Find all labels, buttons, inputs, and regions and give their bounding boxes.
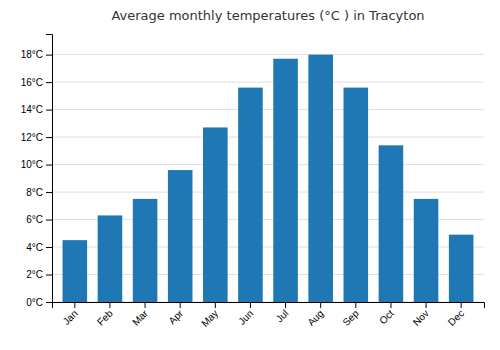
- axis-line: [53, 303, 485, 309]
- tick-label: 4°C: [26, 242, 43, 253]
- bar: [308, 55, 333, 302]
- tick-mark: [46, 55, 52, 56]
- bar: [133, 199, 158, 302]
- tick: Oct: [377, 302, 396, 326]
- tick-mark: [46, 82, 52, 83]
- tick: 4°C: [26, 242, 52, 253]
- tick: Aug: [305, 302, 325, 328]
- tick-mark: [355, 302, 356, 308]
- tick: Jul: [274, 302, 291, 324]
- tick-label: Oct: [377, 308, 396, 327]
- tick: 16°C: [21, 77, 52, 88]
- tick-mark: [461, 302, 462, 308]
- tick-label: Apr: [166, 307, 185, 326]
- bar: [344, 88, 369, 302]
- tick-mark: [46, 192, 52, 193]
- tick: Dec: [446, 302, 466, 328]
- tick-label: 14°C: [21, 104, 43, 115]
- tick-label: Mar: [130, 307, 150, 327]
- tick-mark: [46, 247, 52, 248]
- grid: [52, 55, 484, 302]
- chart: 0°C 2°C 4°C 6°C 8°C 10°C 12°C 14°C 16°C 18°C Jan Fe…: [0, 0, 500, 350]
- tick-label: Jan: [61, 308, 80, 327]
- tick-label: 0°C: [26, 297, 43, 308]
- tick-label: Sep: [340, 307, 361, 328]
- tick-label: Aug: [305, 308, 325, 328]
- tick-label: 2°C: [26, 269, 43, 280]
- bar: [273, 59, 298, 302]
- tick-mark: [145, 302, 146, 308]
- bar: [414, 199, 439, 302]
- tick-mark: [250, 302, 251, 308]
- tick-label: 18°C: [21, 49, 43, 60]
- tick-mark: [46, 275, 52, 276]
- tick: 0°C: [26, 297, 52, 308]
- tick: Jun: [236, 302, 255, 327]
- grid-line: [52, 82, 484, 83]
- grid-line: [52, 137, 484, 138]
- grid-line: [52, 192, 484, 193]
- tick-label: 12°C: [21, 132, 43, 143]
- tick-mark: [46, 137, 52, 138]
- tick-label: 6°C: [26, 214, 43, 225]
- tick: Feb: [95, 302, 115, 328]
- bar: [168, 170, 193, 302]
- tick-mark: [320, 302, 321, 308]
- grid-line: [52, 54, 484, 55]
- tick-mark: [215, 302, 216, 308]
- tick-label: 8°C: [26, 187, 43, 198]
- bars: [63, 55, 474, 302]
- tick-label: May: [199, 308, 220, 329]
- tick-mark: [46, 165, 52, 166]
- tick-label: Jul: [274, 308, 291, 325]
- tick: Sep: [340, 302, 361, 328]
- tick: May: [199, 302, 220, 329]
- tick-label: Dec: [446, 308, 466, 328]
- tick: Nov: [411, 302, 431, 328]
- tick: 12°C: [21, 132, 52, 143]
- bar: [238, 88, 263, 302]
- tick: 18°C: [21, 49, 52, 60]
- tick-label: Nov: [411, 308, 431, 328]
- tick-label: Feb: [95, 307, 115, 327]
- bar: [449, 235, 474, 302]
- grid-line: [52, 109, 484, 110]
- tick: 6°C: [26, 214, 52, 225]
- tick-label: 16°C: [21, 77, 43, 88]
- tick: Jan: [61, 302, 80, 327]
- grid-line: [52, 164, 484, 165]
- y-axis: 0°C 2°C 4°C 6°C 8°C 10°C 12°C 14°C 16°C 18°C: [21, 35, 53, 308]
- bar: [98, 215, 123, 302]
- tick-mark: [46, 302, 52, 303]
- tick-mark: [390, 302, 391, 308]
- tick: 10°C: [21, 159, 52, 170]
- tick-label: Jun: [236, 308, 255, 327]
- tick-mark: [46, 220, 52, 221]
- tick: Apr: [166, 302, 185, 326]
- bar: [203, 127, 228, 302]
- title: Average monthly temperatures (°C ) in Tr…: [111, 8, 424, 23]
- x-axis: Jan Feb Mar Apr May Jun Jul Aug Sep Oct Nov Dec: [53, 302, 485, 329]
- tick-mark: [285, 302, 286, 308]
- tick-mark: [426, 302, 427, 308]
- tick: 8°C: [26, 187, 52, 198]
- tick: 14°C: [21, 104, 52, 115]
- bar: [63, 240, 88, 302]
- axis-line: [46, 35, 53, 303]
- bar: [379, 145, 404, 302]
- tick-label: 10°C: [21, 159, 43, 170]
- tick-mark: [109, 302, 110, 308]
- tick-mark: [74, 302, 75, 308]
- tick: Mar: [130, 302, 150, 328]
- tick: 2°C: [26, 269, 52, 280]
- tick-mark: [46, 110, 52, 111]
- tick-mark: [180, 302, 181, 308]
